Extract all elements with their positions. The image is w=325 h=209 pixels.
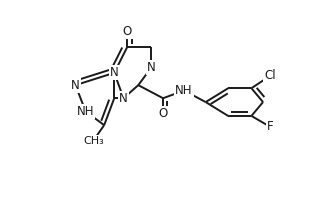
Text: O: O xyxy=(123,25,132,38)
Text: Cl: Cl xyxy=(264,69,276,82)
Text: N: N xyxy=(119,92,128,105)
Text: CH₃: CH₃ xyxy=(83,136,104,146)
Text: NH: NH xyxy=(175,84,193,97)
Text: F: F xyxy=(267,120,273,133)
Text: O: O xyxy=(159,107,168,120)
Text: N: N xyxy=(110,66,119,79)
Text: N: N xyxy=(71,79,80,92)
Text: N: N xyxy=(147,61,156,74)
Text: NH: NH xyxy=(77,105,94,118)
